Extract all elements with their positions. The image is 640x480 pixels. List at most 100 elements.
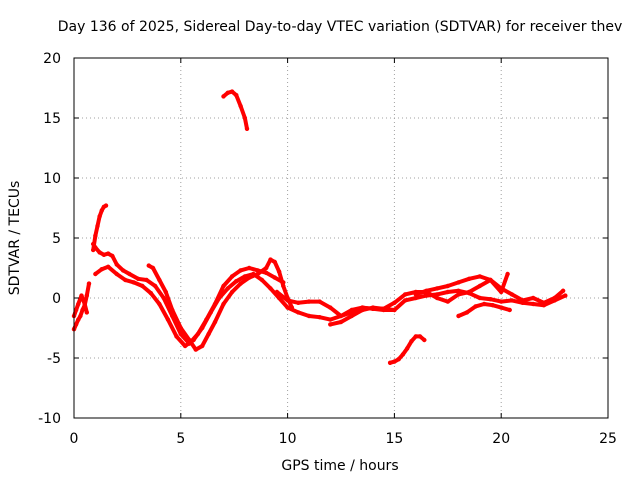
- data-point: [82, 301, 87, 307]
- data-point: [135, 276, 141, 281]
- data-point: [163, 289, 168, 295]
- data-point: [78, 313, 83, 319]
- data-point: [244, 126, 250, 131]
- data-point: [505, 271, 510, 277]
- data-point: [114, 262, 119, 267]
- data-point: [208, 310, 213, 315]
- data-point: [520, 300, 525, 305]
- data-point: [417, 334, 423, 339]
- data-point: [120, 268, 126, 273]
- data-point: [285, 298, 290, 303]
- data-point: [268, 257, 273, 262]
- x-tick-label: 0: [70, 431, 79, 447]
- series-arc-5: [93, 264, 397, 348]
- data-point: [328, 322, 333, 327]
- data-point: [531, 295, 536, 301]
- data-point: [221, 94, 226, 99]
- data-point: [106, 264, 111, 269]
- data-point: [76, 317, 81, 322]
- data-point: [349, 313, 354, 319]
- x-tick-label: 20: [492, 431, 510, 447]
- data-point: [456, 288, 461, 293]
- x-tick-label: 5: [176, 431, 185, 447]
- data-point: [396, 357, 401, 362]
- data-point: [499, 289, 504, 295]
- data-point: [445, 283, 450, 289]
- data-point: [123, 277, 128, 283]
- data-point: [272, 259, 277, 265]
- data-point: [509, 292, 515, 297]
- data-point: [106, 251, 111, 256]
- data-point: [360, 307, 365, 313]
- data-point: [392, 307, 397, 313]
- series-arc-7: [221, 89, 249, 131]
- data-point: [229, 89, 235, 94]
- data-point: [217, 295, 222, 301]
- series-group: [71, 89, 568, 365]
- data-point: [272, 275, 277, 280]
- data-point: [405, 346, 410, 351]
- data-point: [456, 280, 461, 285]
- data-point: [464, 310, 470, 315]
- data-point: [225, 286, 230, 291]
- data-point: [509, 298, 515, 303]
- data-point: [477, 283, 482, 289]
- data-point: [338, 319, 344, 325]
- series-arc-4: [91, 242, 286, 346]
- data-point: [424, 288, 429, 293]
- data-point: [144, 277, 149, 283]
- data-point: [148, 291, 154, 296]
- data-point: [99, 208, 105, 213]
- y-tick-label: 5: [52, 231, 61, 247]
- data-point: [317, 315, 322, 320]
- data-point: [229, 289, 235, 295]
- data-point: [86, 281, 92, 286]
- data-point: [488, 277, 493, 283]
- data-point: [200, 343, 205, 349]
- data-point: [79, 293, 84, 298]
- data-point: [563, 293, 568, 298]
- data-point: [413, 334, 418, 339]
- data-point: [84, 310, 90, 315]
- ticks: 0 5 10 15 20 25 -10 -5 0 5 10 15 20: [38, 51, 617, 447]
- data-point: [150, 265, 156, 271]
- data-point: [193, 347, 198, 352]
- data-point: [161, 295, 166, 301]
- data-point: [178, 325, 183, 331]
- y-tick-label: 20: [43, 51, 61, 67]
- data-point: [289, 305, 295, 310]
- data-point: [338, 313, 344, 319]
- data-point: [392, 300, 397, 305]
- data-point: [328, 305, 333, 310]
- data-point: [473, 304, 478, 309]
- data-point: [541, 303, 547, 308]
- data-point: [276, 269, 282, 274]
- data-point: [76, 301, 81, 307]
- data-point: [93, 233, 98, 238]
- data-point: [285, 305, 290, 310]
- data-point: [73, 322, 79, 327]
- data-point: [97, 214, 102, 219]
- data-point: [95, 223, 100, 229]
- data-point: [306, 299, 312, 304]
- data-point: [434, 286, 440, 291]
- data-point: [101, 252, 107, 257]
- data-point: [370, 305, 376, 310]
- data-point: [264, 265, 269, 271]
- data-point: [191, 337, 196, 343]
- grid: [74, 58, 608, 418]
- y-axis-label: SDTVAR / TECUs: [7, 181, 23, 296]
- data-point: [499, 299, 504, 304]
- data-point: [488, 297, 493, 302]
- data-point: [264, 270, 269, 275]
- data-point: [445, 299, 450, 304]
- data-point: [93, 271, 98, 277]
- data-point: [381, 306, 386, 311]
- y-tick-label: -10: [38, 411, 61, 427]
- data-point: [200, 325, 205, 331]
- data-point: [84, 293, 90, 298]
- data-point: [153, 283, 158, 289]
- x-axis-label: GPS time / hours: [281, 458, 398, 474]
- data-point: [481, 301, 487, 307]
